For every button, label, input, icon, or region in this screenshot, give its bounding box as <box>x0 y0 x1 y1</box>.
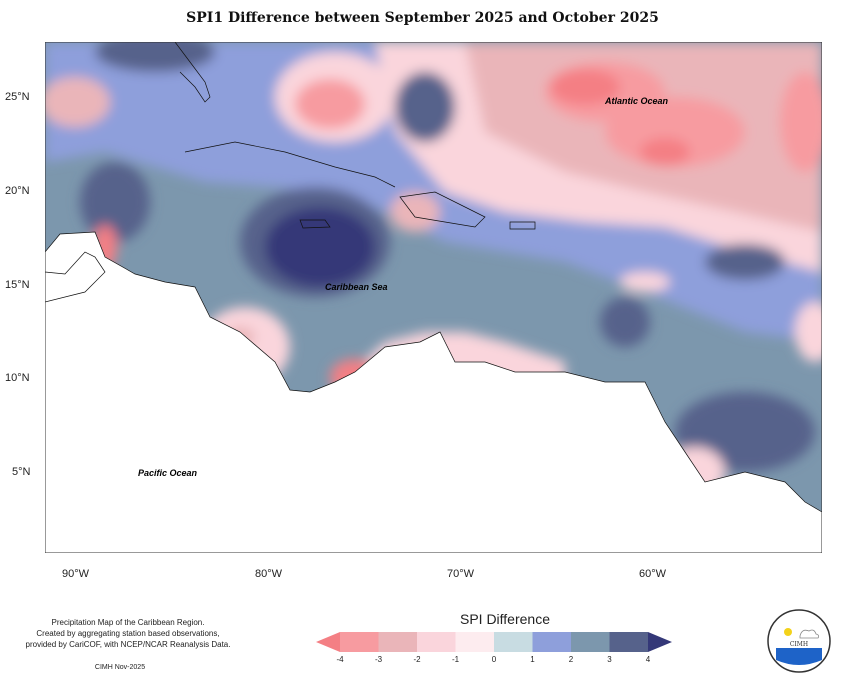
legend-tick: -2 <box>413 655 421 664</box>
lon-tick: 60°W <box>639 568 667 580</box>
legend-tick: 1 <box>530 655 535 664</box>
lat-tick: 10°N <box>5 372 30 384</box>
field-zone <box>45 77 110 127</box>
field-zone <box>390 192 440 232</box>
spi-map: Atlantic Ocean Caribbean Sea Pacific Oce… <box>45 42 822 553</box>
island-jamaica <box>299 219 331 229</box>
field-zone <box>550 69 620 105</box>
legend-tick: 2 <box>569 655 574 664</box>
legend-swatch <box>494 632 533 652</box>
logo-text: CIMH <box>790 641 808 648</box>
field-zone <box>640 138 690 166</box>
legend-arrow-low <box>316 632 340 652</box>
lat-tick: 5°N <box>12 466 31 478</box>
legend-tick: -4 <box>336 655 344 664</box>
field-zone <box>295 79 365 129</box>
credit-date: CIMH Nov-2025 <box>94 664 146 671</box>
legend-tick: 0 <box>492 655 497 664</box>
legend-swatch <box>532 632 571 652</box>
field-zone <box>605 97 745 167</box>
credit-line: Created by aggregating station based obs… <box>36 629 220 638</box>
cimh-logo: CIMH <box>767 609 831 673</box>
legend-tick: -1 <box>452 655 460 664</box>
legend-title: SPI Difference <box>459 611 550 627</box>
field-zone <box>705 244 785 280</box>
lat-tick: 25°N <box>5 91 30 103</box>
field-zone <box>795 302 822 362</box>
field-zone <box>620 272 670 292</box>
legend-arrow-high <box>648 632 672 652</box>
label-caribbean: Caribbean Sea <box>325 282 388 292</box>
lat-tick: 15°N <box>5 279 30 291</box>
field-zone <box>780 72 822 172</box>
map-title: SPI1 Difference between September 2025 a… <box>186 10 659 26</box>
field-zone <box>395 72 455 142</box>
land-south-america <box>45 231 822 553</box>
lon-tick: 80°W <box>255 568 283 580</box>
land-central-america <box>45 251 106 303</box>
island-cuba <box>184 141 396 188</box>
field-zone <box>600 297 650 347</box>
island-hispaniola <box>399 191 486 228</box>
lon-tick: 70°W <box>447 568 475 580</box>
field-zone <box>95 42 215 72</box>
credit-line: Precipitation Map of the Caribbean Regio… <box>51 618 205 627</box>
island-puerto-rico <box>509 221 536 230</box>
legend-swatch <box>417 632 456 652</box>
legend-tick: 4 <box>646 655 651 664</box>
credit-line: provided by CariCOF, with NCEP/NCAR Rean… <box>25 640 231 649</box>
label-pacific: Pacific Ocean <box>138 468 198 478</box>
color-legend: -4 -3 -2 -1 0 1 2 3 4 <box>316 632 672 664</box>
legend-tick: -3 <box>375 655 383 664</box>
florida <box>174 42 211 103</box>
legend-swatch <box>340 632 379 652</box>
legend-swatch <box>455 632 494 652</box>
lon-tick: 90°W <box>62 568 90 580</box>
field-zone <box>80 162 150 242</box>
legend-swatch <box>571 632 610 652</box>
label-atlantic: Atlantic Ocean <box>604 96 669 106</box>
lat-tick: 20°N <box>5 185 30 197</box>
field-zone <box>265 207 375 287</box>
credit-text: Precipitation Map of the Caribbean Regio… <box>8 617 248 650</box>
legend-swatch <box>609 632 648 652</box>
legend-swatch <box>378 632 417 652</box>
legend-tick: 3 <box>607 655 612 664</box>
